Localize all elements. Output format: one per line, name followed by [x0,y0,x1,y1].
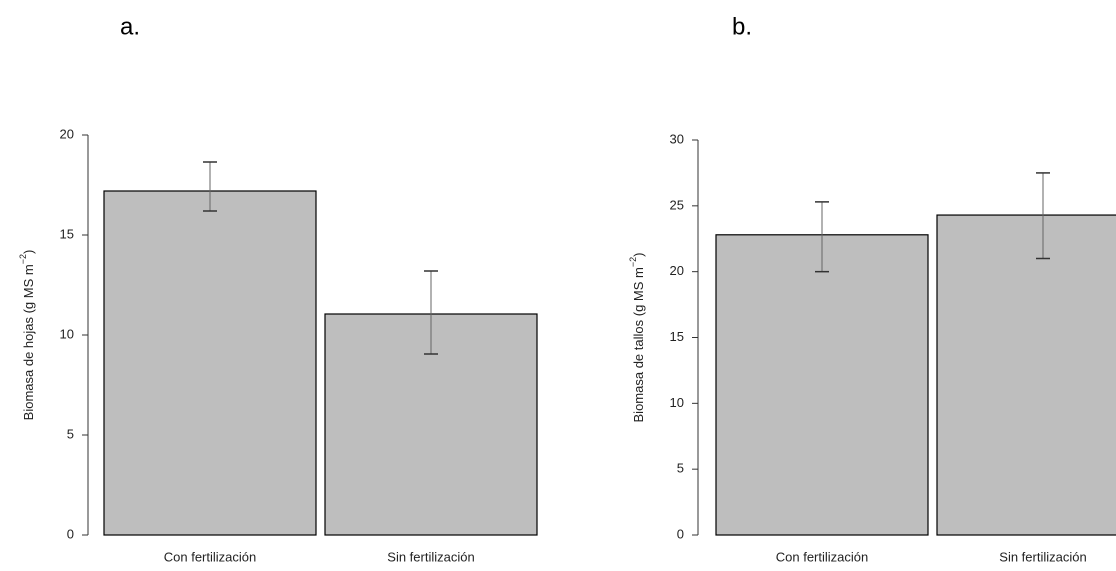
y-tick-label: 15 [670,329,684,344]
y-axis-label-end: ) [21,250,36,254]
y-tick-label: 0 [677,526,684,541]
x-tick-label: Sin fertilización [999,549,1086,564]
y-tick-label: 5 [67,426,74,441]
y-tick-label: 10 [60,326,74,341]
x-tick-label: Con fertilización [776,549,869,564]
y-tick-label: 10 [670,395,684,410]
y-tick-label: 5 [677,461,684,476]
x-tick-label: Sin fertilización [387,549,474,564]
panel-label: a. [120,13,140,40]
panel-label: b. [732,13,752,40]
bar [715,234,929,536]
bar [936,214,1116,536]
y-tick-label: 0 [67,526,74,541]
y-axis-label-sup: −2 [18,254,28,264]
x-tick-label: Con fertilización [164,549,257,564]
y-axis-label-sup: −2 [628,257,638,267]
y-tick-label: 20 [670,263,684,278]
bar [103,190,317,536]
y-tick-label: 20 [60,126,74,141]
y-axis-label-text: Biomasa de tallos (g MS m [631,267,646,422]
y-axis-label-text: Biomasa de hojas (g MS m [21,264,36,420]
y-axis-label-end: ) [631,253,646,257]
y-axis-label: Biomasa de hojas (g MS m−2) [18,250,36,421]
y-tick-label: 15 [60,226,74,241]
y-tick-label: 30 [670,131,684,146]
y-tick-label: 25 [670,197,684,212]
y-axis-label: Biomasa de tallos (g MS m−2) [628,253,646,423]
